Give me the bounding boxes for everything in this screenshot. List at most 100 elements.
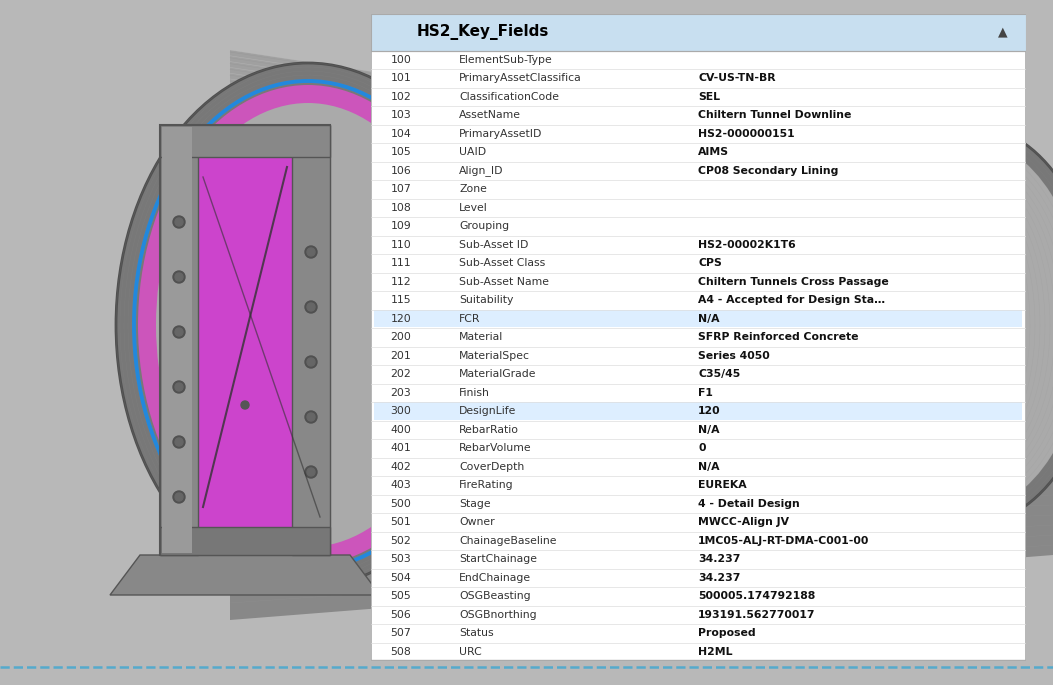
Text: Grouping: Grouping	[459, 221, 510, 232]
Circle shape	[241, 401, 249, 409]
Bar	[374, 291, 1022, 309]
Text: 34.237: 34.237	[698, 573, 740, 583]
Bar	[374, 458, 1022, 475]
Circle shape	[305, 356, 317, 368]
Text: 401: 401	[391, 443, 411, 453]
Text: Material: Material	[459, 332, 503, 342]
Text: 300: 300	[391, 406, 411, 416]
Text: 504: 504	[391, 573, 411, 583]
Text: 507: 507	[391, 628, 411, 638]
Bar	[374, 532, 1022, 549]
Text: 102: 102	[391, 92, 411, 102]
Text: 112: 112	[391, 277, 411, 287]
Bar	[374, 125, 1022, 142]
Text: EndChainage: EndChainage	[459, 573, 531, 583]
Bar	[374, 328, 1022, 346]
Text: 101: 101	[391, 73, 411, 84]
Text: StartChainage: StartChainage	[459, 554, 537, 564]
Bar	[374, 587, 1022, 605]
Text: 203: 203	[391, 388, 411, 398]
Text: CoverDepth: CoverDepth	[459, 462, 524, 472]
Text: Stage: Stage	[459, 499, 491, 509]
Circle shape	[305, 411, 317, 423]
Bar	[160, 527, 330, 555]
Text: 115: 115	[391, 295, 411, 306]
Text: 1MC05-ALJ-RT-DMA-C001-00: 1MC05-ALJ-RT-DMA-C001-00	[698, 536, 870, 546]
Circle shape	[307, 248, 315, 256]
Circle shape	[173, 436, 185, 448]
Bar	[374, 476, 1022, 494]
Ellipse shape	[116, 63, 500, 587]
Text: 107: 107	[391, 184, 411, 195]
Circle shape	[175, 218, 183, 226]
Text: PrimaryAssetClassifica: PrimaryAssetClassifica	[459, 73, 582, 84]
Text: Align_ID: Align_ID	[459, 165, 503, 176]
Text: 400: 400	[391, 425, 411, 435]
Polygon shape	[110, 555, 380, 595]
Text: MWCC-Align JV: MWCC-Align JV	[698, 517, 789, 527]
Bar	[374, 69, 1022, 87]
Bar	[374, 273, 1022, 290]
Text: 193191.562770017: 193191.562770017	[698, 610, 816, 620]
Text: Status: Status	[459, 628, 494, 638]
Text: HS2-00002K1T6: HS2-00002K1T6	[698, 240, 796, 250]
Text: RebarVolume: RebarVolume	[459, 443, 532, 453]
Text: 100: 100	[391, 55, 411, 65]
Circle shape	[305, 466, 317, 478]
Text: 108: 108	[391, 203, 411, 213]
Bar	[374, 569, 1022, 586]
Text: CP08 Secondary Lining: CP08 Secondary Lining	[698, 166, 838, 176]
Text: F1: F1	[698, 388, 713, 398]
Circle shape	[173, 326, 185, 338]
Text: OSGBnorthing: OSGBnorthing	[459, 610, 537, 620]
Bar	[374, 217, 1022, 235]
Circle shape	[175, 328, 183, 336]
Text: A4 - Accepted for Design Sta…: A4 - Accepted for Design Sta…	[698, 295, 886, 306]
Text: 34.237: 34.237	[698, 554, 740, 564]
Circle shape	[173, 381, 185, 393]
Circle shape	[173, 491, 185, 503]
Text: FCR: FCR	[459, 314, 480, 324]
Bar	[162, 127, 192, 553]
Text: 104: 104	[391, 129, 411, 139]
Bar	[374, 643, 1022, 660]
Bar	[374, 143, 1022, 161]
Bar	[371, 14, 1026, 51]
Text: 500: 500	[391, 499, 411, 509]
Text: SFRP Reinforced Concrete: SFRP Reinforced Concrete	[698, 332, 858, 342]
Bar	[292, 125, 330, 555]
Circle shape	[175, 438, 183, 446]
Text: 111: 111	[391, 258, 411, 269]
Bar	[374, 439, 1022, 457]
Bar	[374, 513, 1022, 531]
Text: RebarRatio: RebarRatio	[459, 425, 519, 435]
Bar	[374, 421, 1022, 438]
Text: 201: 201	[391, 351, 411, 361]
Text: 200: 200	[391, 332, 411, 342]
Text: 403: 403	[391, 480, 411, 490]
Text: Chiltern Tunnels Cross Passage: Chiltern Tunnels Cross Passage	[698, 277, 889, 287]
Circle shape	[173, 271, 185, 283]
Text: N/A: N/A	[698, 425, 719, 435]
Circle shape	[305, 301, 317, 313]
Bar	[374, 402, 1022, 420]
Text: HS2_Key_Fields: HS2_Key_Fields	[417, 24, 549, 40]
Text: 508: 508	[391, 647, 411, 657]
Bar	[374, 606, 1022, 623]
Circle shape	[307, 413, 315, 421]
Text: OSGBeasting: OSGBeasting	[459, 591, 531, 601]
Text: N/A: N/A	[698, 462, 719, 472]
Bar	[374, 106, 1022, 124]
Text: 120: 120	[391, 314, 411, 324]
Text: DesignLife: DesignLife	[459, 406, 516, 416]
Bar	[160, 125, 198, 555]
Bar	[374, 347, 1022, 364]
Text: Level: Level	[459, 203, 488, 213]
Circle shape	[173, 216, 185, 228]
Text: 109: 109	[391, 221, 411, 232]
Polygon shape	[230, 195, 1053, 620]
Text: ChainageBaseline: ChainageBaseline	[459, 536, 557, 546]
Text: FireRating: FireRating	[459, 480, 514, 490]
Circle shape	[307, 358, 315, 366]
Text: 500005.174792188: 500005.174792188	[698, 591, 815, 601]
